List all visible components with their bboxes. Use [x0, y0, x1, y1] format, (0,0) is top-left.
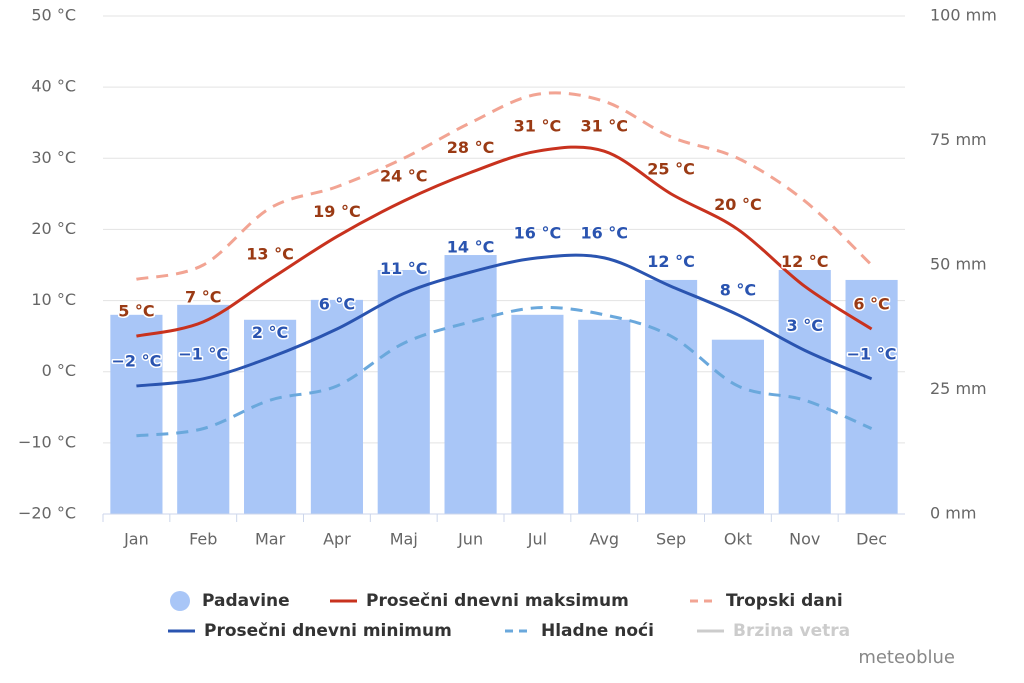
x-tick-label: Maj — [390, 530, 418, 549]
x-tick-label: Dec — [856, 530, 887, 549]
lines — [136, 91, 873, 438]
bar — [845, 279, 898, 514]
bar — [310, 299, 363, 514]
data-label: 11 °C — [380, 259, 428, 278]
line — [136, 253, 873, 388]
data-label: −1 °C — [847, 344, 897, 363]
data-label: 28 °C — [447, 138, 495, 157]
y2-tick-label: 50 mm — [930, 255, 987, 274]
data-label: −1 °C — [178, 344, 228, 363]
x-tick-label: Nov — [789, 530, 820, 549]
x-tick-label: Mar — [255, 530, 286, 549]
data-label: 13 °C — [246, 245, 294, 264]
y-tick-label: 20 °C — [31, 219, 76, 238]
line — [136, 91, 873, 281]
data-label: 25 °C — [647, 159, 695, 178]
bar — [377, 269, 430, 514]
data-label: 20 °C — [714, 195, 762, 214]
x-tick-label: Sep — [656, 530, 686, 549]
data-label: 16 °C — [580, 223, 628, 242]
x-tick-label: Jul — [527, 530, 547, 549]
bar — [511, 314, 564, 514]
legend-symbol — [170, 591, 190, 611]
legend-label: Prosečni dnevni maksimum — [366, 591, 629, 611]
data-label: −2 °C — [111, 351, 161, 370]
y-tick-label: −10 °C — [18, 432, 76, 451]
legend-label: Tropski dani — [726, 591, 843, 611]
bar — [177, 304, 230, 514]
bar — [578, 319, 631, 514]
bar — [110, 314, 163, 514]
y2-tick-label: 0 mm — [930, 504, 976, 523]
data-label: 6 °C — [853, 295, 889, 314]
x-tick-label: Avg — [589, 530, 619, 549]
data-label: 12 °C — [647, 252, 695, 271]
data-label: 3 °C — [787, 316, 823, 335]
data-label: 2 °C — [252, 323, 288, 342]
legend-label: Hladne noći — [541, 621, 654, 641]
legend-label: Padavine — [202, 591, 290, 611]
bar — [444, 255, 497, 515]
data-label: 8 °C — [720, 280, 756, 299]
y-tick-label: 40 °C — [31, 77, 76, 96]
y2-tick-label: 75 mm — [930, 130, 987, 149]
x-tick-label: Jan — [123, 530, 149, 549]
y2-tick-label: 25 mm — [930, 379, 987, 398]
y-tick-label: 50 °C — [31, 6, 76, 25]
bar — [711, 339, 764, 514]
y-tick-label: 10 °C — [31, 290, 76, 309]
data-label: 14 °C — [447, 238, 495, 257]
legend-label: Brzina vetra — [733, 621, 850, 641]
x-tick-label: Jun — [457, 530, 483, 549]
line — [136, 145, 873, 338]
bar — [778, 269, 831, 514]
data-label: 31 °C — [580, 117, 628, 136]
data-label: 7 °C — [185, 287, 221, 306]
y-tick-label: 0 °C — [42, 361, 76, 380]
legend-label: Prosečni dnevni minimum — [204, 621, 452, 641]
x-tick-label: Okt — [724, 530, 752, 549]
bars — [110, 255, 898, 515]
data-label: 19 °C — [313, 202, 361, 221]
data-label: 16 °C — [514, 223, 562, 242]
data-label: 6 °C — [319, 295, 355, 314]
data-label: 12 °C — [781, 252, 829, 271]
watermark: meteoblue — [858, 647, 955, 668]
x-tick-label: Apr — [323, 530, 351, 549]
y2-tick-label: 100 mm — [930, 6, 997, 25]
y-tick-label: 30 °C — [31, 148, 76, 167]
labels: 5 °C 7 °C 13 °C 19 °C 24 °C 28 °C 31 °C 31 °C 25… — [110, 115, 898, 372]
bar — [645, 279, 698, 514]
data-label: 31 °C — [514, 117, 562, 136]
data-label: 5 °C — [118, 302, 154, 321]
x-tick-label: Feb — [189, 530, 217, 549]
data-label: 24 °C — [380, 166, 428, 185]
y-tick-label: −20 °C — [18, 504, 76, 523]
